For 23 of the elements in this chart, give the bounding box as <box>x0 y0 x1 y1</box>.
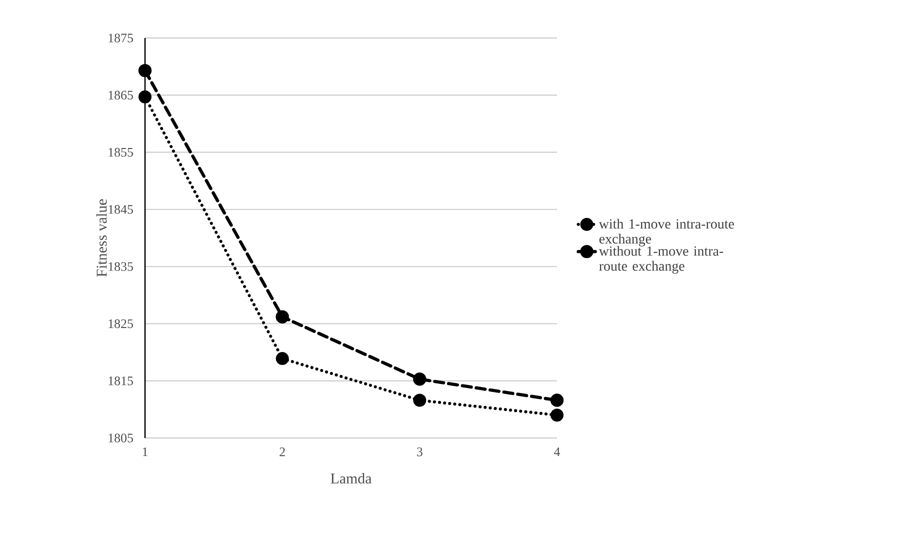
y-tick-label: 1875 <box>108 34 133 42</box>
x-tick-label: 3 <box>417 448 422 456</box>
x-axis-title: Lamda <box>330 473 372 484</box>
y-tick-label: 1825 <box>108 319 133 328</box>
y-axis-title: Fitness value <box>96 199 107 277</box>
y-tick-label: 1855 <box>108 148 133 157</box>
y-tick-label: 1865 <box>108 90 133 100</box>
x-tick-label: 1 <box>142 448 148 456</box>
point <box>413 372 426 386</box>
point <box>276 352 289 366</box>
y-tick-label: 1845 <box>108 205 133 214</box>
point <box>550 394 564 407</box>
x-tick-label: 4 <box>554 448 560 456</box>
y-tick-label: 1835 <box>108 262 133 271</box>
point <box>138 64 152 78</box>
point <box>138 90 152 104</box>
y-tick-label: 1815 <box>108 376 133 386</box>
legend-label: without 1-move intra-route exchange <box>598 246 724 274</box>
point <box>413 394 426 407</box>
point <box>276 310 289 324</box>
x-tick-label: 2 <box>280 448 285 456</box>
point <box>550 408 564 422</box>
y-tick-label: 1805 <box>108 434 133 442</box>
